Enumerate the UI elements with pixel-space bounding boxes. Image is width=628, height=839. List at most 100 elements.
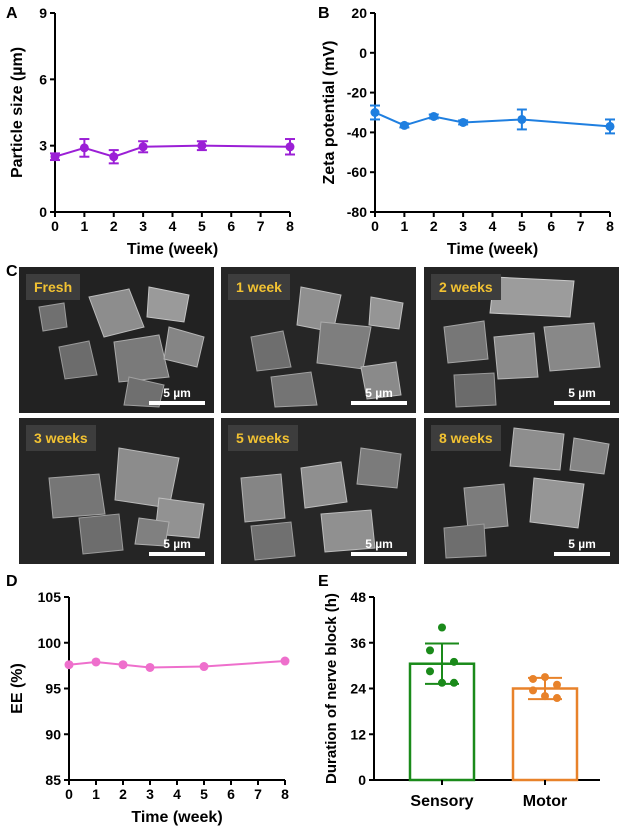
- x-tick-label: 1: [80, 218, 88, 234]
- sem-image-2-weeks: 2 weeks 5 µm: [424, 267, 619, 413]
- data-point: [605, 121, 615, 131]
- x-tick-label: 2: [119, 786, 127, 802]
- sem-label: 1 week: [228, 274, 290, 300]
- scale-bar: 5 µm: [351, 386, 407, 405]
- y-tick-label: 100: [38, 635, 62, 651]
- x-tick-label: 4: [489, 218, 497, 234]
- sem-label: 2 weeks: [431, 274, 501, 300]
- x-tick-label: 6: [227, 218, 235, 234]
- scale-bar-label: 5 µm: [365, 537, 393, 551]
- panel-label-e: E: [318, 573, 329, 590]
- y-axis-label: Zeta potential (mV): [321, 40, 338, 184]
- sem-image-3-weeks: 3 weeks 5 µm: [19, 418, 214, 564]
- sem-micrograph-picture: [19, 418, 214, 564]
- x-tick-label: 5: [200, 786, 208, 802]
- chart-zeta-potential: 0 1 2 3 4 5 6 7 8 20 0 -20 -40 -60 -80 Time (week) Zeta …: [321, 5, 615, 258]
- y-tick-label: 48: [350, 589, 366, 605]
- x-tick-label: 8: [281, 786, 289, 802]
- data-point: [109, 152, 119, 162]
- scale-bar-line: [149, 552, 205, 556]
- sem-image-8-weeks: 8 weeks 5 µm: [424, 418, 619, 564]
- x-tick-label: 7: [254, 786, 262, 802]
- x-tick-label: 7: [577, 218, 585, 234]
- y-tick-label: -60: [347, 164, 367, 180]
- scale-bar: 5 µm: [149, 386, 205, 405]
- data-point: [553, 680, 561, 689]
- data-point: [529, 674, 537, 683]
- data-point: [138, 142, 148, 152]
- chart-encapsulation-efficiency: 0 1 2 3 4 5 6 7 8 85 90 95 100 105 Time (week) EE (%): [9, 589, 290, 826]
- sem-micrograph-picture: [221, 267, 416, 413]
- scale-bar-label: 5 µm: [568, 386, 596, 400]
- y-tick-label: -40: [347, 124, 367, 140]
- y-tick-label: 36: [350, 635, 366, 651]
- panel-label-c: C: [6, 263, 18, 280]
- sem-image-1-week: 1 week 5 µm: [221, 267, 416, 413]
- category-label: Motor: [523, 793, 567, 810]
- y-tick-label: 9: [39, 5, 47, 21]
- data-point: [438, 623, 446, 632]
- data-point: [517, 114, 527, 124]
- data-point: [553, 694, 561, 703]
- y-axis-label: Duration of nerve block (h): [323, 593, 340, 784]
- sem-label: Fresh: [26, 274, 81, 300]
- data-point: [458, 117, 468, 127]
- data-point: [79, 143, 89, 153]
- x-axis-label: Time (week): [447, 241, 538, 258]
- data-point: [429, 111, 439, 121]
- chart-nerve-block-duration: 0 12 24 36 48 Sensory Motor Duration of nerve b…: [323, 589, 600, 810]
- scale-bar-label: 5 µm: [163, 537, 191, 551]
- x-tick-label: 8: [606, 218, 614, 234]
- y-tick-label: 0: [358, 772, 366, 788]
- data-point: [426, 667, 434, 676]
- panel-label-b: B: [318, 5, 330, 22]
- data-point: [91, 657, 101, 667]
- data-point: [541, 692, 549, 701]
- category-label: Sensory: [410, 793, 473, 810]
- sem-label: 8 weeks: [431, 425, 501, 451]
- x-tick-label: 3: [139, 218, 147, 234]
- scale-bar-label: 5 µm: [365, 386, 393, 400]
- scale-bar-label: 5 µm: [568, 537, 596, 551]
- y-tick-label: 3: [39, 138, 47, 154]
- data-point: [399, 120, 409, 130]
- sem-label: 3 weeks: [26, 425, 96, 451]
- data-point: [285, 142, 295, 152]
- y-tick-label: -20: [347, 85, 367, 101]
- x-tick-label: 4: [169, 218, 177, 234]
- data-point: [280, 656, 290, 666]
- y-axis-label: Particle size (µm): [9, 47, 26, 178]
- x-axis-label: Time (week): [127, 241, 218, 258]
- panel-label-d: D: [6, 573, 18, 590]
- data-point: [426, 646, 434, 655]
- x-tick-label: 5: [198, 218, 206, 234]
- y-tick-label: 85: [45, 772, 61, 788]
- chart-particle-size: 0 1 2 3 4 5 6 7 8 0 3 6 9 Time (week) Particle size (µ…: [9, 5, 295, 258]
- x-tick-label: 3: [146, 786, 154, 802]
- sem-micrograph-picture: [424, 418, 619, 564]
- data-point: [118, 660, 128, 670]
- panel-label-a: A: [6, 5, 18, 22]
- data-point: [541, 673, 549, 682]
- x-tick-label: 1: [400, 218, 408, 234]
- y-tick-label: 0: [39, 204, 47, 220]
- scale-bar: 5 µm: [554, 386, 610, 405]
- sem-image-5-weeks: 5 weeks 5 µm: [221, 418, 416, 564]
- scale-bar-line: [554, 552, 610, 556]
- y-tick-label: 0: [359, 45, 367, 61]
- data-point: [199, 662, 209, 672]
- series-line: [374, 111, 611, 128]
- y-tick-label: 105: [38, 589, 62, 605]
- data-point: [145, 662, 155, 672]
- series-line: [68, 660, 286, 669]
- y-tick-label: 12: [350, 726, 366, 742]
- data-point: [50, 152, 60, 162]
- scale-bar: 5 µm: [149, 537, 205, 556]
- x-tick-label: 0: [65, 786, 73, 802]
- y-tick-label: 20: [351, 5, 367, 21]
- sem-image-fresh: Fresh 5 µm: [19, 267, 214, 413]
- bar: [511, 687, 579, 782]
- x-tick-label: 2: [110, 218, 118, 234]
- y-tick-label: -80: [347, 204, 367, 220]
